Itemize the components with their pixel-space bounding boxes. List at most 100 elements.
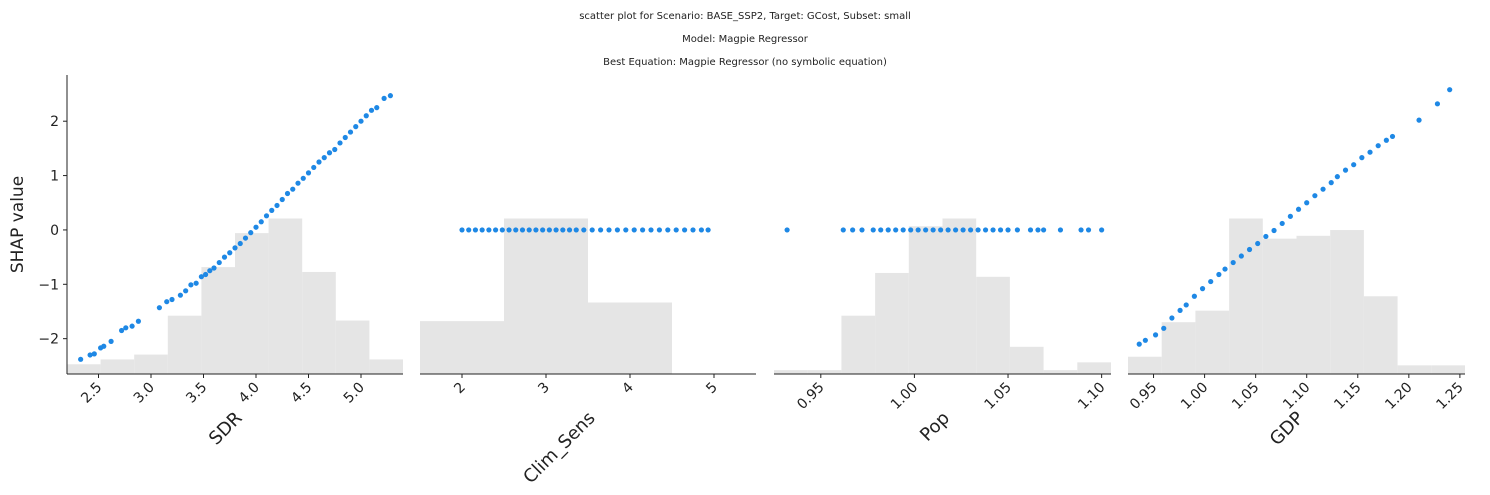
- y-tick-label: 0: [50, 223, 59, 239]
- scatter-point: [1263, 233, 1269, 240]
- histogram-bar: [1397, 365, 1432, 374]
- scatter-point: [1169, 315, 1175, 321]
- x-tick-label: 2.5: [78, 380, 105, 407]
- scatter-point: [1183, 302, 1189, 308]
- scatter-point: [705, 227, 711, 233]
- x-tick-label: 5: [703, 380, 721, 398]
- scatter-point: [1005, 227, 1011, 233]
- scatter-point: [519, 227, 526, 233]
- scatter-point: [1287, 213, 1293, 219]
- x-tick-label: 0.95: [1127, 380, 1160, 413]
- scatter-point: [900, 227, 906, 233]
- scatter-point: [119, 327, 125, 334]
- scatter-point: [211, 265, 217, 271]
- scatter-point: [237, 240, 243, 247]
- scatter-point: [198, 274, 204, 280]
- y-axis-label: SHAP value: [8, 176, 28, 273]
- scatter-point: [183, 288, 189, 294]
- scatter-point: [915, 227, 921, 233]
- scatter-point: [1199, 286, 1206, 292]
- x-tick-label: 4: [619, 379, 637, 397]
- histogram-bar: [841, 315, 876, 374]
- scatter-point: [1099, 227, 1105, 233]
- scatter-point: [540, 227, 546, 233]
- scatter-point: [982, 227, 989, 233]
- scatter-point: [1304, 200, 1310, 206]
- scatter-point: [353, 124, 359, 130]
- scatter-point: [321, 155, 327, 161]
- scatter-point: [499, 227, 505, 233]
- scatter-point: [1238, 253, 1244, 259]
- histogram-bar: [1043, 370, 1078, 374]
- scatter-point: [640, 227, 646, 233]
- scatter-point: [129, 323, 135, 329]
- scatter-point: [135, 318, 141, 324]
- figure-subtitle-equation: Best Equation: Magpie Regressor (no symb…: [603, 57, 887, 68]
- histogram-bar: [1077, 362, 1111, 374]
- scatter-point: [1279, 220, 1285, 227]
- scatter-point: [945, 227, 951, 233]
- scatter-point: [156, 305, 162, 311]
- scatter-point: [953, 227, 959, 233]
- scatter-point: [1142, 337, 1148, 343]
- scatter-point: [87, 352, 93, 358]
- scatter-point: [493, 227, 499, 233]
- scatter-point: [248, 230, 254, 236]
- scatter-point: [164, 299, 170, 305]
- scatter-point: [221, 254, 228, 260]
- x-tick-label: 1.20: [1382, 380, 1415, 413]
- x-tick-label: 3.0: [131, 380, 158, 407]
- histogram-bar: [976, 276, 1010, 374]
- scatter-point: [1342, 167, 1349, 173]
- figure-title: scatter plot for Scenario: BASE_SSP2, Ta…: [579, 11, 911, 22]
- scatter-point: [1057, 227, 1064, 233]
- scatter-point: [1367, 149, 1373, 155]
- figure-subtitle-model: Model: Magpie Regressor: [682, 34, 809, 45]
- scatter-point: [1161, 325, 1167, 331]
- scatter-point: [1246, 246, 1253, 253]
- histogram-bar: [420, 321, 504, 374]
- scatter-point: [1136, 341, 1142, 347]
- scatter-point: [631, 227, 637, 233]
- scatter-point: [623, 227, 629, 233]
- scatter-point: [960, 227, 966, 233]
- scatter-point: [479, 227, 485, 233]
- histogram-bar: [1262, 238, 1297, 374]
- x-tick-label: 1.25: [1433, 380, 1466, 413]
- y-tick-label: −2: [38, 332, 59, 348]
- histogram-bar: [807, 370, 842, 374]
- x-tick-label: 0.95: [794, 380, 827, 413]
- scatter-point: [1434, 101, 1441, 107]
- scatter-point: [316, 159, 322, 165]
- x-tick-label: 1.05: [1229, 380, 1262, 413]
- scatter-point: [560, 227, 566, 233]
- scatter-point: [614, 227, 621, 233]
- x-tick-label: 1.00: [888, 380, 921, 413]
- scatter-point: [975, 227, 981, 233]
- scatter-point: [1085, 227, 1092, 233]
- histogram-bar: [1330, 230, 1364, 374]
- scatter-point: [203, 271, 209, 278]
- scatter-point: [188, 282, 194, 288]
- scatter-point: [1177, 307, 1183, 313]
- scatter-point: [878, 227, 884, 233]
- x-tick-label: 1.00: [1178, 380, 1211, 413]
- scatter-point: [1328, 180, 1334, 186]
- scatter-point: [938, 227, 944, 233]
- x-axis-label: Clim_Sens: [519, 408, 599, 488]
- histogram-bar: [67, 364, 101, 374]
- scatter-point: [1389, 133, 1396, 140]
- histogram-bar: [875, 272, 909, 374]
- scatter-point: [690, 227, 696, 233]
- scatter-point: [859, 227, 865, 233]
- histogram-bar: [774, 370, 808, 374]
- scatter-point: [581, 227, 587, 233]
- x-tick-label: 1.15: [1331, 380, 1364, 413]
- scatter-point: [269, 207, 275, 213]
- scatter-point: [253, 224, 259, 230]
- panel-4: 0.95 1.00 1.05 1.10 1.15 1.20 1.25 GDP: [1127, 87, 1467, 450]
- histogram-bar: [1128, 356, 1162, 374]
- scatter-point: [1271, 227, 1277, 234]
- histogram-bar: [167, 315, 202, 374]
